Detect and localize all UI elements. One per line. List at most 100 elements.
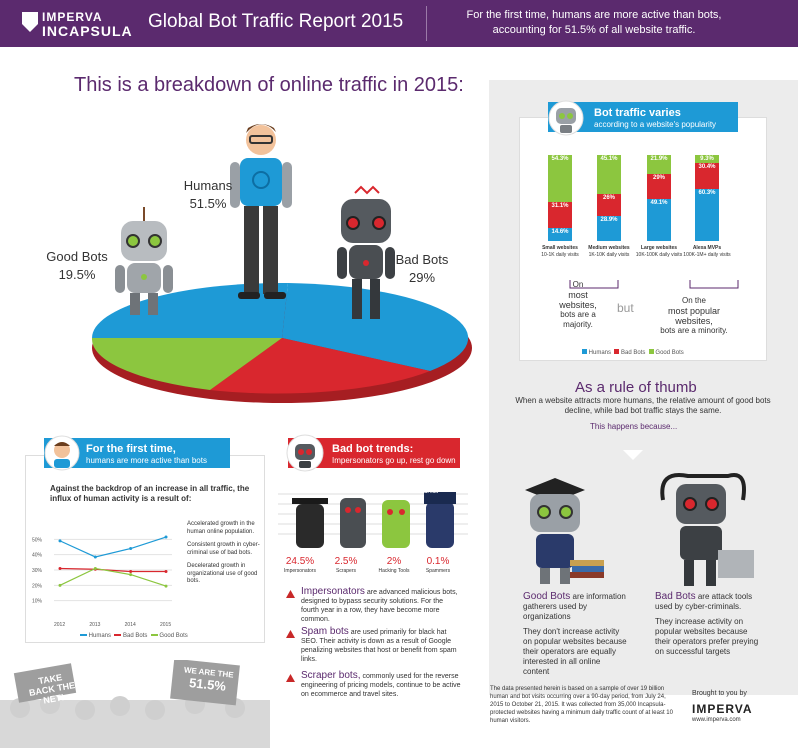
note-left-line3: bots are a majority. <box>560 310 596 329</box>
series-line <box>59 567 166 573</box>
note-popular-websites: On the most popular websites, bots are a… <box>648 296 740 336</box>
header-divider <box>426 6 427 41</box>
good-bots-desc: are information gatherers used by organi… <box>523 592 626 621</box>
series-point <box>58 566 62 570</box>
rule-because: This happens because... <box>590 422 678 431</box>
bar-category-label: Alexa MVPs 100K-1M+ daily visits <box>683 245 731 258</box>
warning-icon <box>286 590 295 598</box>
bar-category-label: Small websites 10-1K daily visits <box>541 245 579 258</box>
report-subtitle: For the first time, humans are more acti… <box>466 9 722 36</box>
badbot-title: Bad bot trends: <box>332 443 414 455</box>
good-bots-title: Good Bots <box>523 591 571 602</box>
trend-note-humans: Accelerated growth in the human online p… <box>187 521 255 535</box>
note-right-line1: On the <box>681 296 706 305</box>
rule-title: As a rule of thumb <box>575 379 697 396</box>
series-line <box>59 567 167 587</box>
impersonators-label: Impersonators <box>284 568 316 574</box>
series-point <box>164 584 168 588</box>
spam-bots-head: Spam bots <box>301 626 349 637</box>
hacking-tools-pct: 2% <box>386 556 402 567</box>
bar-good-bots: 45.1% <box>597 155 621 194</box>
brought-by: Brought to you by <box>692 690 747 697</box>
trend-y-ticks: 10% 20% 30% 40% 50% <box>32 537 43 604</box>
note-left-line1: On <box>572 280 584 289</box>
series-point <box>129 573 133 577</box>
trend-legend-humans: Humans <box>88 633 112 639</box>
scrapers-pct: 2.5% <box>334 556 358 567</box>
bar-bad-bots: 30.4% <box>695 162 719 190</box>
graduate-bot-figure <box>525 478 604 584</box>
trend-line-chart: 10% 20% 30% 40% 50% 2012 2013 2014 2015 <box>32 535 172 628</box>
lineup-illustration <box>278 492 468 548</box>
bad-bots-explainer: Bad Bots are attack tools used by cyber-… <box>655 592 765 657</box>
spam-sign: SPAM <box>424 489 439 495</box>
series-point <box>129 547 133 551</box>
x-tick-label: 2014 <box>125 622 136 628</box>
bar-good-bots: 54.3% <box>548 155 572 202</box>
header-bar: IMPERVA INCAPSULA Global Bot Traffic Rep… <box>0 0 798 47</box>
scraper-bots-body: commonly used for the reverse engineerin… <box>301 673 461 698</box>
scraper-bots-item: Scraper bots, commonly used for the reve… <box>301 671 461 699</box>
trend-notes: Accelerated growth in the human online p… <box>187 521 263 586</box>
crowd-illustration <box>0 660 270 748</box>
warning-icon <box>286 630 295 638</box>
impersonators-pct: 24.5% <box>285 556 315 567</box>
bad-bots-body: They increase activity on popular websit… <box>655 617 759 656</box>
shield-icon <box>22 12 38 32</box>
trend-x-ticks: 2012 2013 2014 2015 <box>54 622 171 628</box>
humans-value: 51.5% <box>189 196 227 211</box>
series-point <box>93 566 97 570</box>
bar-bad-bots: 31.1% <box>548 201 572 229</box>
good-bot-figure <box>115 207 173 315</box>
good-bots-label: Good Bots <box>46 249 108 264</box>
bad-bots-label: Bad Bots <box>395 252 449 267</box>
rule-body: When a website attracts more humans, the… <box>515 396 771 415</box>
robot-icon <box>548 100 584 136</box>
scraper-bots-head: Scraper bots, <box>301 670 361 681</box>
bar-good-bots: 9.3% <box>695 155 719 163</box>
imperva-logo: IMPERVA <box>692 702 753 716</box>
series-point <box>58 539 62 543</box>
trend-legend-bad: Bad Bots <box>123 633 148 639</box>
trend-gridlines <box>54 538 172 602</box>
hacking-tools-label: Hacking Tools <box>378 568 410 574</box>
impersonators-body: are advanced malicious bots, designed to… <box>301 589 458 623</box>
trend-note-bad: Consistent growth in cyber-criminal use … <box>187 542 260 556</box>
trend-note-good: Decelerated growth in organizational use… <box>187 563 258 584</box>
report-title: Global Bot Traffic Report 2015 <box>148 11 404 32</box>
note-right-line2: most popular websites, <box>667 306 721 326</box>
popularity-title: Bot traffic varies <box>594 107 681 119</box>
series-point <box>58 583 62 587</box>
note-brackets <box>569 280 739 289</box>
y-tick-label: 40% <box>32 553 43 559</box>
good-bots-body: They don't increase activity on popular … <box>523 627 627 676</box>
trend-card <box>25 455 265 643</box>
chevron-down-icon <box>623 450 643 460</box>
trend-legend: Humans Bad Bots Good Bots <box>80 633 188 639</box>
series-point <box>93 555 97 559</box>
popularity-subtitle: according to a website's popularity <box>594 120 717 129</box>
legend-humans: Humans <box>588 350 612 356</box>
humans-label: Humans <box>183 178 233 193</box>
bad-bots-value: 29% <box>408 270 436 285</box>
bad-bots-title: Bad Bots <box>655 591 696 602</box>
bar-humans: 60.3% <box>695 189 719 241</box>
legend-bad-bots: Bad Bots <box>621 350 646 356</box>
series-point <box>164 535 168 539</box>
trend-intro: Against the backdrop of an increase in a… <box>50 484 250 503</box>
data-footnote: The data presented herein is based on a … <box>490 686 673 724</box>
pie-slice-good-bots <box>91 338 282 390</box>
trend-title: For the first time, <box>86 443 176 455</box>
series-point <box>129 570 133 574</box>
trend-series <box>58 535 168 588</box>
note-left-line2: most websites, <box>559 290 597 310</box>
imperva-url: www.imperva.com <box>692 717 741 723</box>
trend-subtitle: humans are more active than bots <box>86 456 207 465</box>
impersonators-item: Impersonators are advanced malicious bot… <box>301 587 461 624</box>
good-bots-value: 19.5% <box>58 267 96 282</box>
bar-category-label: Large websites 10K-100K daily visits <box>635 245 683 258</box>
incapsula-logo: IMPERVA INCAPSULA <box>22 8 132 40</box>
pie-slice-bad-bots <box>210 338 430 394</box>
x-tick-label: 2013 <box>89 622 100 628</box>
breakdown-heading: This is a breakdown of online traffic in… <box>74 74 464 96</box>
